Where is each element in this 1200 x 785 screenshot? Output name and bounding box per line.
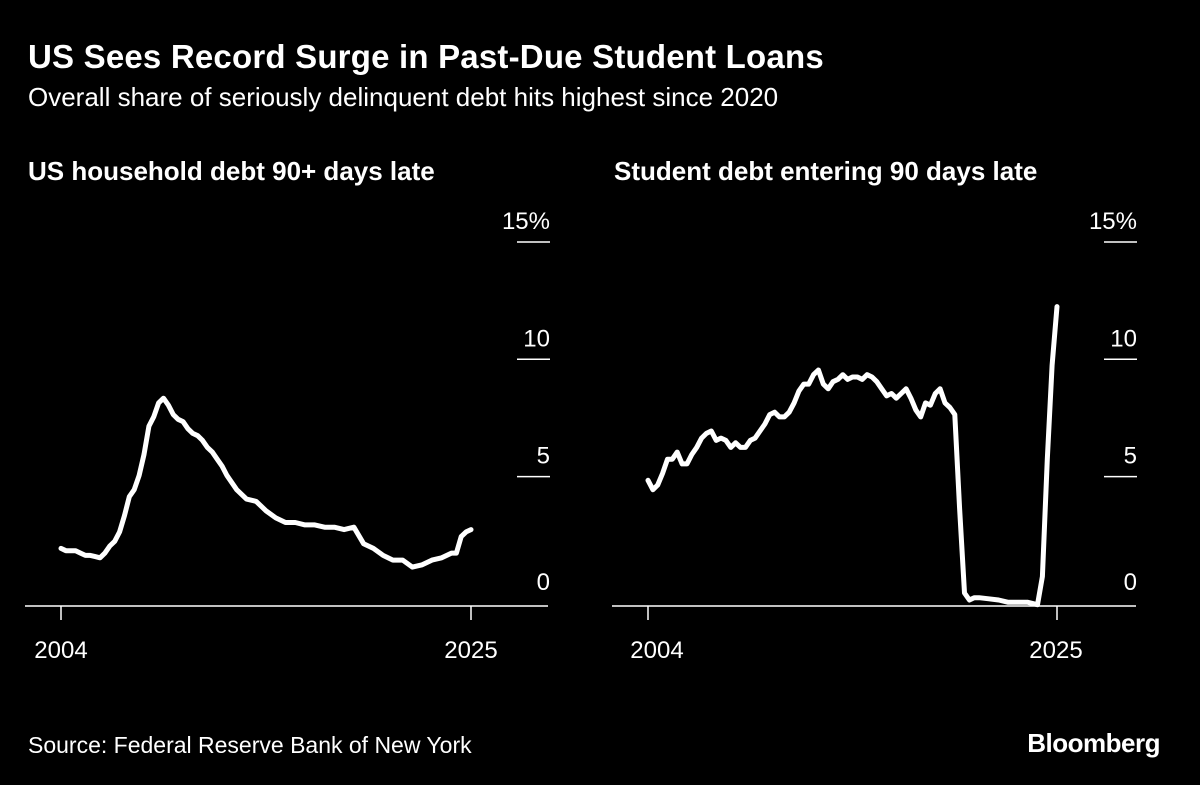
y-tick-label-1-2: 10 <box>1110 325 1137 352</box>
y-tick-label-0-1: 5 <box>537 443 550 470</box>
y-tick-label-1-0: 0 <box>1124 569 1137 596</box>
y-tick-label-0-0: 0 <box>537 569 550 596</box>
y-tick-label-1-1: 5 <box>1124 443 1137 470</box>
x-tick-label-0-1: 2025 <box>444 637 497 664</box>
series-line-0-0 <box>58 395 474 570</box>
x-tick-label-0-0: 2004 <box>34 637 87 664</box>
source-note: Source: Federal Reserve Bank of New York <box>28 732 472 758</box>
chart-subtitle: Overall share of seriously delinquent de… <box>28 82 779 112</box>
bloomberg-logo: Bloomberg <box>1027 728 1160 758</box>
series-line-1-0 <box>645 304 1060 608</box>
chart-title: US Sees Record Surge in Past-Due Student… <box>28 38 824 75</box>
panel-title-household: US household debt 90+ days late <box>28 156 435 186</box>
x-tick-label-1-1: 2025 <box>1029 637 1082 664</box>
y-tick-label-1-3: 15% <box>1089 208 1137 235</box>
panel-title-student: Student debt entering 90 days late <box>614 156 1038 186</box>
y-tick-label-0-2: 10 <box>523 325 550 352</box>
x-tick-label-1-0: 2004 <box>630 637 683 664</box>
y-tick-label-0-3: 15% <box>502 208 550 235</box>
